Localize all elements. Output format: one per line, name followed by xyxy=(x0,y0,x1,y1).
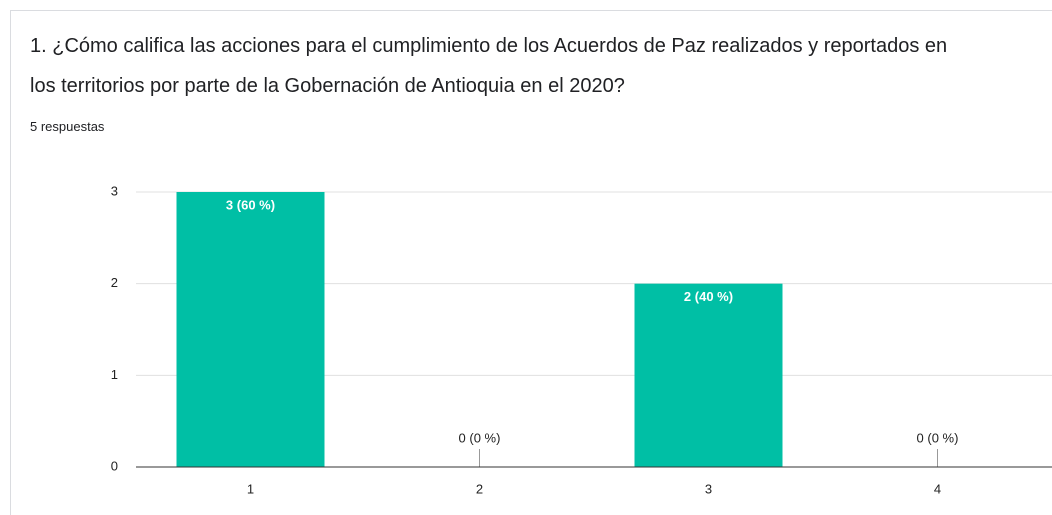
chart-title: 1. ¿Cómo califica las acciones para el c… xyxy=(30,35,948,97)
y-tick-label: 3 xyxy=(111,183,118,198)
card xyxy=(10,10,1052,515)
x-tick-label: 3 xyxy=(705,481,712,496)
x-tick-label: 2 xyxy=(476,481,483,496)
x-tick-label: 1 xyxy=(247,481,254,496)
bar xyxy=(634,283,783,467)
y-tick-label: 1 xyxy=(111,367,118,382)
data-label: 3 (60 %) xyxy=(226,197,275,212)
bar xyxy=(176,192,325,467)
data-label: 0 (0 %) xyxy=(917,430,959,445)
y-tick-label: 2 xyxy=(111,275,118,290)
y-tick-label: 0 xyxy=(111,458,118,473)
chart-subtitle: 5 respuestas xyxy=(30,119,105,134)
x-tick-label: 4 xyxy=(934,481,941,496)
data-label: 2 (40 %) xyxy=(684,289,733,304)
data-label: 0 (0 %) xyxy=(459,430,501,445)
